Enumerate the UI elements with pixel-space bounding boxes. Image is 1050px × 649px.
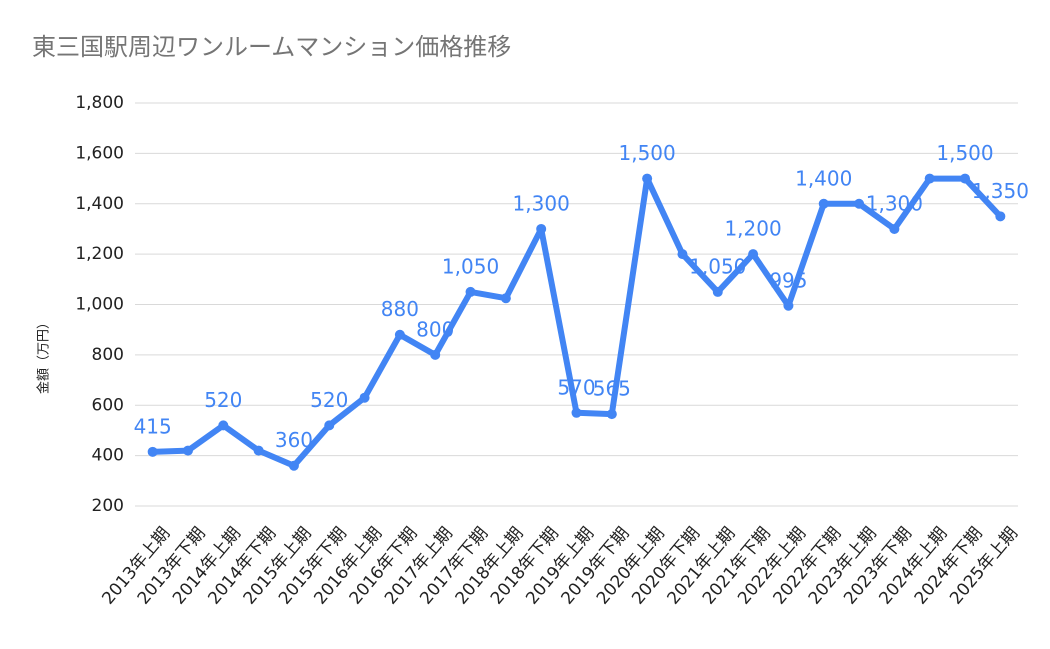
y-tick-label: 800 bbox=[92, 345, 124, 365]
data-line bbox=[152, 175, 1003, 469]
data-label: 565 bbox=[593, 377, 631, 401]
data-point bbox=[783, 300, 794, 311]
data-point bbox=[324, 420, 335, 431]
data-point bbox=[924, 173, 935, 184]
data-point bbox=[571, 407, 582, 418]
data-point bbox=[147, 446, 158, 457]
data-point bbox=[430, 349, 441, 360]
data-label: 360 bbox=[275, 428, 313, 452]
data-label: 1,300 bbox=[866, 191, 923, 215]
data-label: 1,050 bbox=[442, 254, 499, 278]
data-point bbox=[677, 249, 688, 260]
y-tick-label: 400 bbox=[92, 446, 124, 466]
y-tick-label: 1,800 bbox=[75, 93, 124, 113]
data-point bbox=[218, 420, 229, 431]
data-point bbox=[960, 173, 971, 184]
data-point bbox=[288, 460, 299, 471]
y-tick-label: 1,400 bbox=[75, 194, 124, 214]
data-point bbox=[889, 223, 900, 234]
y-tick-label: 1,000 bbox=[75, 295, 124, 315]
chart-title: 東三国駅周辺ワンルームマンション価格推移 bbox=[32, 33, 511, 61]
data-point bbox=[854, 198, 865, 209]
data-point bbox=[394, 329, 405, 340]
data-label: 520 bbox=[310, 388, 348, 412]
data-point bbox=[182, 445, 193, 456]
y-tick-label: 1,200 bbox=[75, 244, 124, 264]
data-point bbox=[995, 211, 1006, 222]
data-label: 520 bbox=[204, 388, 242, 412]
y-tick-label: 200 bbox=[92, 496, 124, 516]
data-label: 1,050 bbox=[689, 254, 746, 278]
y-tick-label: 1,600 bbox=[75, 143, 124, 163]
data-label: 1,500 bbox=[619, 141, 676, 165]
data-point bbox=[818, 198, 829, 209]
data-label: 1,500 bbox=[936, 141, 993, 165]
data-point bbox=[536, 223, 547, 234]
data-point bbox=[748, 249, 759, 260]
data-label: 1,300 bbox=[513, 191, 570, 215]
data-point bbox=[642, 173, 653, 184]
data-point bbox=[606, 409, 617, 420]
data-label: 570 bbox=[557, 375, 595, 399]
data-label: 1,400 bbox=[795, 166, 852, 190]
data-label: 880 bbox=[381, 297, 419, 321]
data-label: 415 bbox=[134, 414, 172, 438]
y-axis-label: 金額（万円） bbox=[36, 316, 52, 394]
data-point bbox=[253, 445, 264, 456]
data-point bbox=[465, 286, 476, 297]
data-label: 995 bbox=[769, 268, 807, 292]
data-label: 800 bbox=[416, 317, 454, 341]
y-tick-label: 600 bbox=[92, 395, 124, 415]
data-label: 1,350 bbox=[972, 179, 1029, 203]
data-point bbox=[712, 286, 723, 297]
data-point bbox=[359, 392, 370, 403]
data-point bbox=[500, 293, 511, 304]
data-label: 1,200 bbox=[724, 217, 781, 241]
